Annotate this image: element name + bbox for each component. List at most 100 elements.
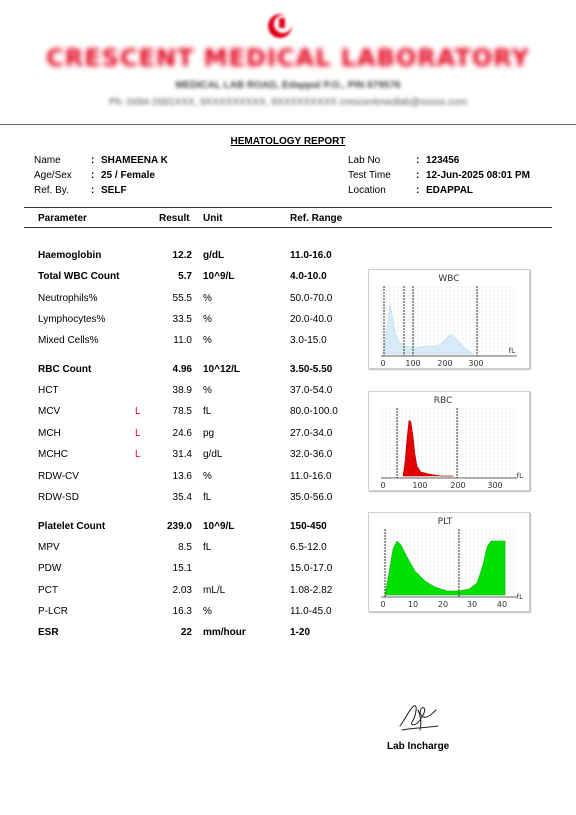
flag: L — [135, 406, 141, 417]
table-row: MPV 8.5 fL 6.5-12.0 — [0, 542, 576, 556]
patient-refby: SELF — [101, 185, 127, 196]
ref-range: 1.08-2.82 — [290, 585, 333, 596]
result-value: 78.5 — [172, 406, 192, 417]
lab-incharge-label: Lab Incharge — [387, 741, 450, 752]
ref-range: 150-450 — [290, 521, 327, 532]
result-value: 16.3 — [172, 606, 192, 617]
result-value: 12.2 — [172, 250, 192, 261]
tick-label: 40 — [497, 600, 507, 609]
distribution-curve — [402, 419, 453, 477]
unit: pg — [203, 428, 215, 439]
result-value: 5.7 — [178, 271, 192, 282]
labno-colon: : — [416, 155, 420, 166]
tick-label: 200 — [450, 481, 465, 490]
unit: fL — [203, 406, 212, 417]
flag: L — [135, 449, 141, 460]
header-divider — [0, 124, 576, 125]
tick-label: 300 — [487, 481, 502, 490]
parameter-name: MCV — [38, 406, 61, 417]
parameter-name: Haemoglobin — [38, 250, 102, 261]
tick-label: 30 — [467, 600, 477, 609]
unit: mL/L — [203, 585, 226, 596]
col-ref-range: Ref. Range — [290, 213, 343, 224]
testtime-colon: : — [416, 170, 420, 181]
unit: % — [203, 385, 212, 396]
table-row: MCHC L 31.4 g/dL 32.0-36.0 — [0, 449, 576, 463]
ref-range: 37.0-54.0 — [290, 385, 333, 396]
ref-range: 50.0-70.0 — [290, 293, 333, 304]
table-row: ESR 22 mm/hour 1-20 — [0, 627, 576, 641]
ref-range: 6.5-12.0 — [290, 542, 327, 553]
ref-range: 20.0-40.0 — [290, 314, 333, 325]
location: EDAPPAL — [426, 185, 474, 196]
patient-agesex: 25 / Female — [101, 170, 155, 181]
lab-contact: Ph: 0494-2681XXX, 9XXXXXXXXX, 9XXXXXXXXX… — [108, 97, 468, 108]
col-parameter: Parameter — [38, 213, 87, 224]
table-row: PCT 2.03 mL/L 1.08-2.82 — [0, 585, 576, 599]
histogram-title: RBC — [434, 396, 453, 406]
location-label: Location — [348, 185, 386, 196]
unit: % — [203, 293, 212, 304]
result-value: 4.96 — [172, 364, 192, 375]
agesex-label: Age/Sex — [34, 170, 72, 181]
parameter-name: Lymphocytes% — [38, 314, 106, 325]
unit-label: fL — [517, 472, 523, 480]
table-row: MCH L 24.6 pg 27.0-34.0 — [0, 428, 576, 442]
parameter-name: PCT — [38, 585, 58, 596]
tick-label: 0 — [380, 359, 385, 368]
ref-range: 11.0-16.0 — [290, 471, 332, 482]
unit: % — [203, 314, 212, 325]
result-value: 13.6 — [172, 471, 192, 482]
parameter-name: RDW-CV — [38, 471, 79, 482]
unit: g/dL — [203, 449, 223, 460]
ref-range: 35.0-56.0 — [290, 492, 333, 503]
rbc-histogram: RBC 0 100 200 300 fL — [368, 391, 530, 491]
lab-number: 123456 — [426, 155, 460, 166]
tick-label: 20 — [438, 600, 448, 609]
ref-range: 11.0-16.0 — [290, 250, 332, 261]
unit: 10^9/L — [203, 521, 235, 532]
result-value: 2.03 — [172, 585, 192, 596]
ref-range: 1-20 — [290, 627, 311, 638]
ref-range: 3.0-15.0 — [290, 335, 327, 346]
unit: % — [203, 335, 212, 346]
name-colon: : — [91, 155, 95, 166]
parameter-name: P-LCR — [38, 606, 69, 617]
table-row: RDW-SD 35.4 fL 35.0-56.0 — [0, 492, 576, 506]
unit: 10^12/L — [203, 364, 240, 375]
ref-range: 32.0-36.0 — [290, 449, 333, 460]
unit: fL — [203, 492, 212, 503]
distribution-curve — [382, 303, 474, 355]
unit: % — [203, 471, 212, 482]
flag: L — [135, 428, 141, 439]
parameter-name: Mixed Cells% — [38, 335, 99, 346]
result-value: 38.9 — [172, 385, 192, 396]
unit-label: fL — [517, 593, 523, 601]
unit: mm/hour — [203, 627, 246, 638]
table-row: RDW-CV 13.6 % 11.0-16.0 — [0, 471, 576, 485]
parameter-name: MPV — [38, 542, 60, 553]
col-result: Result — [159, 213, 190, 224]
unit: fL — [203, 542, 212, 553]
table-top-rule — [24, 207, 552, 208]
table-row: Platelet Count 239.0 10^9/L 150-450 — [0, 521, 576, 535]
table-row: Mixed Cells% 11.0 % 3.0-15.0 — [0, 335, 576, 349]
table-row: RBC Count 4.96 10^12/L 3.50-5.50 — [0, 364, 576, 378]
unit-label: fL — [509, 347, 515, 355]
parameter-name: Neutrophils% — [38, 293, 98, 304]
result-value: 22 — [180, 627, 192, 638]
unit: % — [203, 606, 212, 617]
report-title: HEMATOLOGY REPORT — [230, 136, 346, 147]
result-value: 8.5 — [178, 542, 192, 553]
tick-label: 100 — [412, 481, 427, 490]
tick-label: 0 — [380, 600, 385, 609]
agesex-colon: : — [91, 170, 95, 181]
lab-name: CRESCENT MEDICAL LABORATORY — [46, 44, 530, 72]
testtime-label: Test Time — [348, 170, 391, 181]
parameter-name: RDW-SD — [38, 492, 79, 503]
result-value: 31.4 — [172, 449, 192, 460]
table-row: P-LCR 16.3 % 11.0-45.0 — [0, 606, 576, 620]
col-unit: Unit — [203, 213, 223, 224]
parameter-name: Total WBC Count — [38, 271, 120, 282]
lab-address: MEDICAL LAB ROAD, Edappal P.O., PIN 6795… — [175, 80, 401, 91]
